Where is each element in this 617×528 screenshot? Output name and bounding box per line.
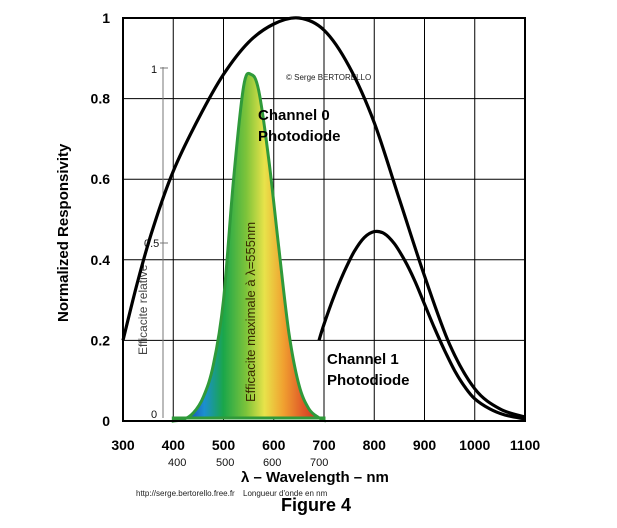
inset-x-tick-700: 700 <box>310 457 328 469</box>
ticks: 300 400 500 600 700 800 900 1000 1100 0 0.2 0.4 0.6 0… <box>91 10 541 453</box>
y-tick-label-1: 0.2 <box>91 332 111 348</box>
inset-y-tick-1: 1 <box>151 64 157 76</box>
inset-x-tick-500: 500 <box>216 457 234 469</box>
inset-peak-label: Efficacite maximale à λ=555nm <box>243 222 258 402</box>
x-tick-label-800: 800 <box>363 437 387 453</box>
grid <box>122 17 526 422</box>
inset-luminous-efficacy: 1 0.5 0 Efficacite relative Efficacite m… <box>136 64 371 423</box>
x-tick-label-700: 700 <box>312 437 336 453</box>
x-tick-label-1000: 1000 <box>459 437 490 453</box>
inset-area <box>171 71 326 423</box>
channel1-label-line2: Photodiode <box>327 372 410 389</box>
channel0-label-line2: Photodiode <box>258 128 341 145</box>
series-line-channel0 <box>121 16 526 419</box>
y-tick-label-4: 0.8 <box>91 91 111 107</box>
y-tick-label-2: 0.4 <box>91 252 111 268</box>
x-tick-label-1100: 1100 <box>510 437 541 453</box>
series <box>121 16 526 421</box>
channel0-label-line1: Channel 0 <box>258 107 330 124</box>
series-line-channel1 <box>317 229 526 421</box>
figure-caption: Figure 4 <box>281 495 351 515</box>
inset-x-tick-600: 600 <box>263 457 281 469</box>
inset-credit: © Serge BERTORELLO <box>286 73 371 82</box>
y-tick-label-0: 0 <box>102 413 110 429</box>
x-tick-label-600: 600 <box>262 437 286 453</box>
x-tick-label-500: 500 <box>212 437 236 453</box>
x-tick-label-400: 400 <box>162 437 186 453</box>
channel1-label-line1: Channel 1 <box>327 351 399 368</box>
inset-y-tick-0: 0 <box>151 409 157 421</box>
y-tick-label-5: 1 <box>102 10 110 26</box>
inset-x-label: Longueur d'onde en nm <box>243 489 328 498</box>
inset-footnote: http://serge.bertorello.free.fr <box>136 489 235 498</box>
y-axis-title: Normalized Responsivity <box>55 143 72 322</box>
x-axis-title: λ – Wavelength – nm <box>241 469 389 486</box>
plot-frame <box>122 17 526 422</box>
x-tick-label-900: 900 <box>413 437 437 453</box>
x-tick-label-300: 300 <box>111 437 135 453</box>
inset-y-label: Efficacite relative <box>136 264 150 355</box>
inset-x-tick-400: 400 <box>168 457 186 469</box>
y-tick-label-3: 0.6 <box>91 171 111 187</box>
